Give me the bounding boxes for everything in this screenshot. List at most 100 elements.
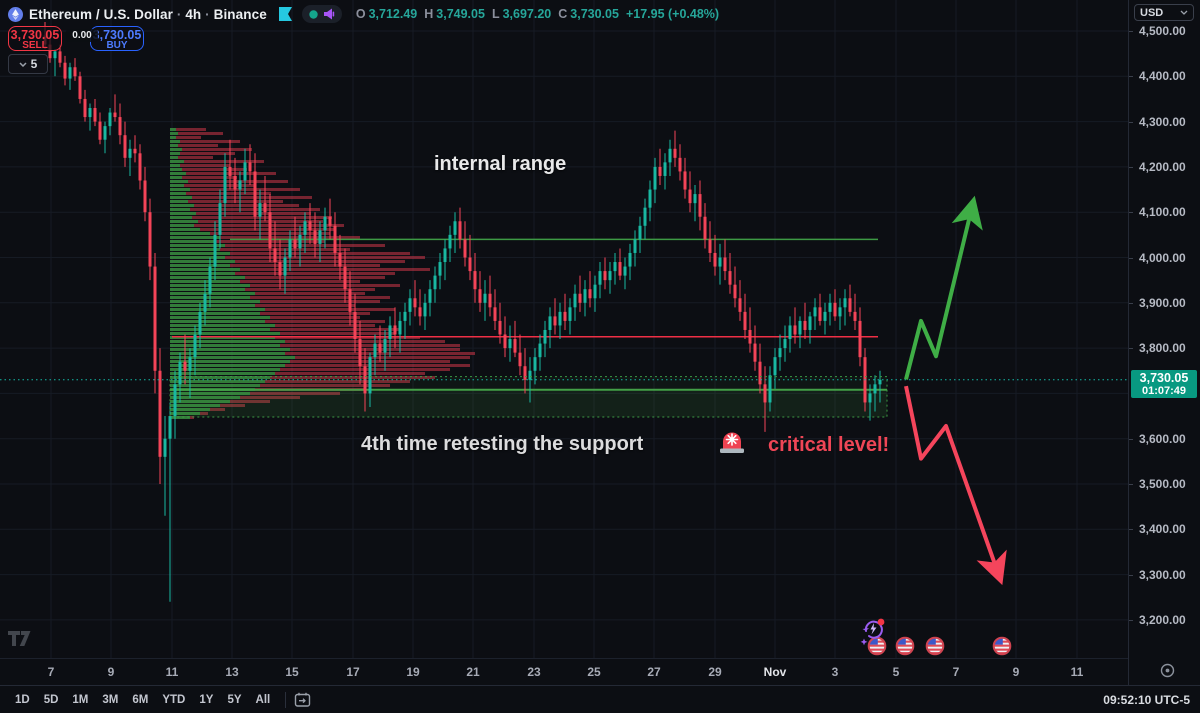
chevron-down-icon <box>19 61 27 67</box>
range-button-3m[interactable]: 3M <box>102 694 119 706</box>
ohlc-readout: O 3,712.49 H 3,749.05 L 3,697.20 C 3,730.05 … <box>355 7 720 21</box>
low-value: 3,697.20 <box>502 7 552 21</box>
sell-button[interactable]: 3,730.05 SELL <box>8 26 62 51</box>
high-value: 3,749.05 <box>436 7 485 21</box>
price-tick: 3,900.00 <box>1139 295 1186 310</box>
chart-canvas[interactable] <box>0 0 1128 658</box>
support-zone-border[interactable] <box>169 376 888 418</box>
toolbar-divider <box>285 692 287 708</box>
tradingview-logo[interactable] <box>8 631 31 652</box>
price-tick-mark <box>1129 76 1133 78</box>
price-tick: 3,300.00 <box>1139 567 1186 582</box>
annotation-internal-range[interactable]: internal range <box>434 153 567 175</box>
price-tick-mark <box>1129 166 1133 168</box>
price-tick: 4,000.00 <box>1139 250 1186 265</box>
time-tick: 13 <box>225 665 239 679</box>
time-tick: 7 <box>47 665 55 679</box>
time-tick: 15 <box>285 665 299 679</box>
bottom-toolbar: 1D 5D 1M 3M 6M YTD 1Y 5Y All 09:52:10 UTC-5 <box>0 685 1200 713</box>
price-tick: 4,500.00 <box>1139 24 1186 38</box>
current-price-label: 3,730.05 01:07:49 <box>1131 370 1197 398</box>
range-button-5d[interactable]: 5D <box>43 694 59 706</box>
price-tick-mark <box>1129 212 1133 214</box>
time-tick: 23 <box>527 665 541 679</box>
price-tick: 3,200.00 <box>1139 612 1186 627</box>
bullish-scenario-arrow[interactable] <box>904 195 983 380</box>
currency-dropdown[interactable]: USD <box>1134 4 1194 21</box>
time-tick: 11 <box>1070 665 1084 679</box>
buy-button[interactable]: 3,730.05 BUY <box>90 26 144 51</box>
time-axis[interactable]: 7 9 11 13 15 17 19 21 23 25 27 29 Nov 3 5 7 9 11 <box>0 658 1128 686</box>
symbol-title[interactable]: Ethereum / U.S. Dollar · 4h · Binance <box>29 6 267 22</box>
alerts-pill[interactable] <box>301 5 342 23</box>
open-value: 3,712.49 <box>368 7 418 21</box>
status-dot-icon <box>309 9 318 19</box>
bearish-scenario-arrow[interactable] <box>904 385 1007 586</box>
price-tick: 4,200.00 <box>1139 159 1186 174</box>
megaphone-icon <box>323 8 335 20</box>
price-tick-mark <box>1129 31 1133 32</box>
go-to-date-icon[interactable] <box>294 692 311 708</box>
price-tick: 4,400.00 <box>1139 69 1186 84</box>
axis-settings-icon[interactable] <box>1159 662 1176 684</box>
volume-profile <box>170 128 475 419</box>
session-clock[interactable]: 09:52:10 UTC-5 <box>1103 693 1190 707</box>
replay-notification-icon[interactable] <box>860 618 885 646</box>
range-button-1y[interactable]: 1Y <box>199 694 214 706</box>
time-tick: Nov <box>763 665 787 679</box>
price-tick: 3,400.00 <box>1139 522 1186 537</box>
range-button-1m[interactable]: 1M <box>72 694 89 706</box>
grid <box>0 0 1128 658</box>
change-value: +17.95 (+0.48%) <box>625 7 720 21</box>
range-button-ytd[interactable]: YTD <box>162 694 186 706</box>
trade-widget: 3,730.05 SELL 0.00 3,730.05 BUY <box>8 26 144 51</box>
time-tick: 17 <box>346 665 360 679</box>
price-tick-mark <box>1129 484 1133 485</box>
time-tick: 21 <box>466 665 480 679</box>
annotation-critical-level[interactable]: critical level! <box>768 434 890 456</box>
price-tick: 4,300.00 <box>1139 114 1186 129</box>
time-tick: 3 <box>831 665 839 679</box>
time-tick: 9 <box>1012 665 1020 679</box>
time-tick: 11 <box>165 665 179 679</box>
spread-value: 0.00 <box>66 29 98 42</box>
price-tick-mark <box>1129 574 1133 576</box>
close-value: 3,730.05 <box>570 7 619 21</box>
ethereum-icon <box>8 6 23 22</box>
range-button-5y[interactable]: 5Y <box>227 694 242 706</box>
price-tick-mark <box>1129 121 1133 123</box>
time-tick: 29 <box>708 665 722 679</box>
price-tick-mark <box>1129 257 1133 259</box>
price-tick: 4,100.00 <box>1139 205 1186 220</box>
time-tick: 27 <box>647 665 661 679</box>
price-axis[interactable]: USD 4,500.00 4,400.00 4,300.00 4,200.00 4,10… <box>1128 0 1200 685</box>
price-tick: 3,500.00 <box>1139 477 1186 491</box>
us-flag-event-icon[interactable] <box>992 636 1012 656</box>
range-button-6m[interactable]: 6M <box>132 694 149 706</box>
time-tick: 25 <box>587 665 601 679</box>
flag-bookmark-icon[interactable] <box>278 7 292 21</box>
candles <box>43 21 882 602</box>
range-button-1d[interactable]: 1D <box>15 694 30 706</box>
time-tick: 7 <box>952 665 960 679</box>
range-button-all[interactable]: All <box>255 694 271 706</box>
price-tick-mark <box>1129 619 1133 621</box>
us-flag-event-icon[interactable] <box>925 636 945 656</box>
bar-countdown: 01:07:49 <box>1141 385 1187 397</box>
us-flag-event-icon[interactable] <box>867 636 887 656</box>
siren-emoji-icon[interactable] <box>716 424 748 461</box>
support-zone[interactable] <box>170 376 887 417</box>
price-tick-mark <box>1129 438 1133 440</box>
price-tick-mark <box>1129 302 1133 304</box>
price-tick-mark <box>1129 348 1133 350</box>
time-tick: 19 <box>406 665 420 679</box>
candles-count-dropdown[interactable]: 5 <box>8 54 48 74</box>
range-switcher: 1D 5D 1M 3M 6M YTD 1Y 5Y All <box>8 691 277 709</box>
annotation-support-retest[interactable]: 4th time retesting the support <box>361 433 644 455</box>
us-flag-event-icon[interactable] <box>895 636 915 656</box>
time-tick: 9 <box>107 665 115 679</box>
price-tick: 3,800.00 <box>1139 341 1186 356</box>
price-tick: 3,600.00 <box>1139 431 1186 446</box>
